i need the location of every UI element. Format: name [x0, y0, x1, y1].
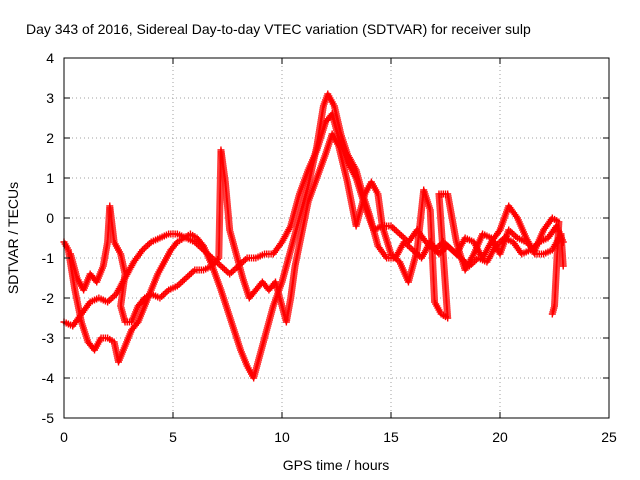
- data-point-interp: [158, 292, 166, 300]
- data-point: [226, 270, 234, 278]
- data-point-interp: [186, 271, 194, 279]
- data-point-interp: [219, 264, 227, 272]
- data-point-interp: [394, 228, 402, 236]
- series-trace-c: [67, 130, 563, 326]
- data-point-interp: [231, 265, 239, 273]
- data-point-interp: [184, 272, 192, 280]
- data-point-interp: [229, 267, 237, 275]
- data-point-interp: [222, 267, 230, 275]
- data-point-interp: [109, 293, 117, 301]
- data-point-interp: [213, 256, 221, 264]
- y-axis-ticks: -5 -4 -3 -2 -1 0 1 2 3 4: [42, 50, 609, 426]
- y-tick-label: -2: [42, 290, 55, 306]
- x-tick-label: 15: [383, 429, 399, 445]
- data-point-interp: [133, 320, 141, 328]
- data-point-interp: [179, 277, 187, 285]
- data-point-interp: [399, 233, 407, 241]
- x-axis-ticks: 0 5 10 15 20 25: [60, 58, 617, 445]
- data-point-interp: [227, 268, 235, 276]
- plot-frame: [63, 57, 610, 419]
- data-point: [559, 262, 567, 270]
- y-tick-label: -3: [42, 330, 55, 346]
- y-tick-label: 0: [46, 210, 54, 226]
- data-point-interp: [180, 276, 188, 284]
- data-point: [182, 274, 190, 282]
- data-point-interp: [397, 232, 405, 240]
- data-point-interp: [142, 243, 150, 251]
- x-tick-label: 10: [274, 429, 290, 445]
- y-tick-label: 2: [46, 130, 54, 146]
- y-axis-label: SDTVAR / TECUs: [5, 182, 21, 294]
- data-point-interp: [407, 244, 415, 252]
- x-tick-label: 5: [169, 429, 177, 445]
- y-tick-label: 3: [46, 90, 54, 106]
- data-point-interp: [220, 265, 228, 273]
- data-point-interp: [389, 224, 397, 232]
- y-tick-label: 1: [46, 170, 54, 186]
- x-axis-label: GPS time / hours: [283, 457, 390, 473]
- y-tick-label: 4: [46, 50, 54, 66]
- data-series: [60, 90, 567, 382]
- data-point: [396, 230, 404, 238]
- data-point-interp: [189, 268, 197, 276]
- chart-title: Day 343 of 2016, Sidereal Day-to-day VTE…: [26, 21, 531, 37]
- data-point-interp: [177, 279, 185, 287]
- series-trace-a: [60, 110, 567, 330]
- data-point-interp: [187, 269, 195, 277]
- data-point-interp: [144, 241, 152, 249]
- y-tick-label: -4: [42, 370, 55, 386]
- data-point: [217, 262, 225, 270]
- data-point-interp: [392, 227, 400, 235]
- data-point-interp: [390, 225, 398, 233]
- data-point: [548, 310, 556, 318]
- data-point-interp: [198, 240, 206, 248]
- x-tick-label: 20: [492, 429, 508, 445]
- data-point-interp: [241, 256, 249, 264]
- data-point-interp: [510, 231, 518, 239]
- x-tick-label: 25: [601, 429, 617, 445]
- y-tick-label: -5: [42, 410, 55, 426]
- data-point-interp: [161, 289, 169, 297]
- data-point-interp: [105, 296, 113, 304]
- y-tick-label: -1: [42, 250, 55, 266]
- x-tick-label: 0: [60, 429, 68, 445]
- data-point-interp: [405, 243, 413, 251]
